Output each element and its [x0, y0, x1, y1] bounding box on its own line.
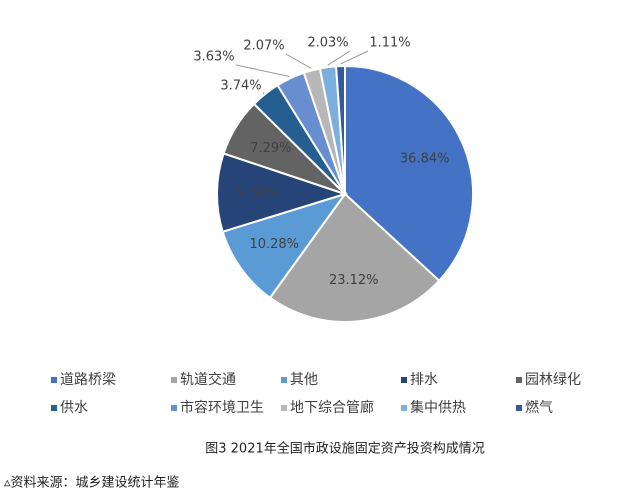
pie-slice: [221, 192, 348, 300]
data-label: 7.29%: [250, 141, 291, 156]
legend-swatch: [401, 377, 407, 383]
data-label: 3.74%: [220, 79, 261, 94]
data-label: 10.28%: [249, 237, 299, 252]
legend-swatch: [516, 377, 522, 383]
legend-label: 园林绿化: [525, 372, 581, 388]
legend-swatch: [281, 405, 287, 411]
legend-swatch: [281, 377, 287, 383]
pie-slice: [268, 192, 441, 323]
data-label: 2.07%: [243, 39, 284, 54]
legend-swatch: [401, 405, 407, 411]
legend-label: 其他: [290, 372, 318, 388]
legend-swatch: [51, 405, 57, 411]
leader-line: [285, 53, 312, 69]
legend-label: 集中供热: [410, 399, 466, 416]
leader-line: [235, 64, 290, 77]
pie-slice: [344, 64, 474, 283]
legend-label: 燃气: [525, 399, 553, 416]
legend-swatch: [171, 377, 177, 383]
legend-label: 轨道交通: [180, 371, 236, 388]
legend-swatch: [51, 377, 57, 383]
data-label: 1.11%: [369, 36, 410, 51]
legend-label: 供水: [60, 400, 88, 416]
leader-line: [340, 50, 369, 65]
leader-line: [327, 50, 351, 66]
chart-title: 图3 2021年全国市政设施固定资产投资构成情况: [205, 441, 485, 457]
source-note: ▵资料来源：城乡建设统计年鉴: [4, 476, 180, 491]
data-label: 23.12%: [329, 273, 379, 288]
pie-slice: [216, 152, 349, 233]
legend-label: 排水: [410, 372, 438, 388]
legend-label: 地下综合管廊: [290, 399, 374, 416]
legend-swatch: [516, 405, 522, 411]
data-label: 3.63%: [193, 50, 234, 65]
legend-label: 市容环境卫生: [180, 399, 264, 416]
data-label: 9.89%: [237, 185, 278, 200]
pie-slice: [335, 64, 346, 195]
legend-swatch: [171, 405, 177, 411]
legend-label: 道路桥梁: [60, 372, 116, 388]
data-label: 2.03%: [307, 36, 348, 51]
data-label: 36.84%: [400, 152, 450, 167]
leader-line: [262, 92, 265, 95]
